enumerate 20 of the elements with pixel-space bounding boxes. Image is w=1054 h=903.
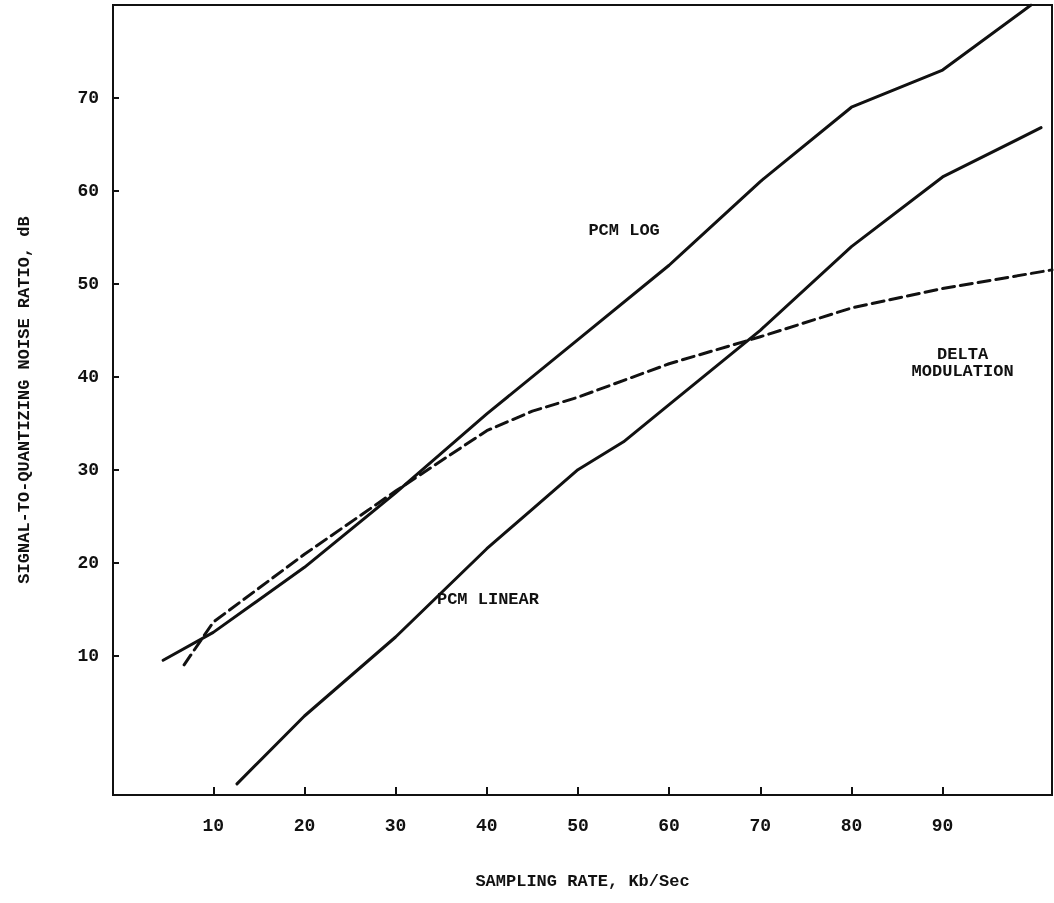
x-axis-title: SAMPLING RATE, Kb/Sec xyxy=(475,872,690,891)
x-tick-label: 80 xyxy=(840,816,863,836)
y-tick-label: 40 xyxy=(77,366,99,387)
x-tick-label: 20 xyxy=(293,816,316,836)
x-tick-label: 40 xyxy=(475,816,498,836)
series-label: PCM LOG xyxy=(588,220,660,240)
y-tick-label: 60 xyxy=(77,180,99,201)
x-tick-label: 90 xyxy=(931,816,954,836)
x-tick-label: 30 xyxy=(384,816,407,836)
x-tick-label: 50 xyxy=(567,816,589,836)
x-tick-label: 10 xyxy=(202,816,225,836)
x-tick-label: 70 xyxy=(749,816,772,836)
y-tick-label: 20 xyxy=(77,552,99,573)
text: DELTA MODULATION xyxy=(911,345,1014,382)
y-tick-label: 10 xyxy=(77,645,99,666)
y-tick-label: 50 xyxy=(77,273,99,294)
y-tick-label: 70 xyxy=(77,87,99,108)
y-axis-title: SIGNAL-TO-QUANTIZING NOISE RATIO, dB xyxy=(15,216,34,584)
y-tick-label: 30 xyxy=(77,459,99,480)
x-tick-label: 60 xyxy=(658,816,680,836)
